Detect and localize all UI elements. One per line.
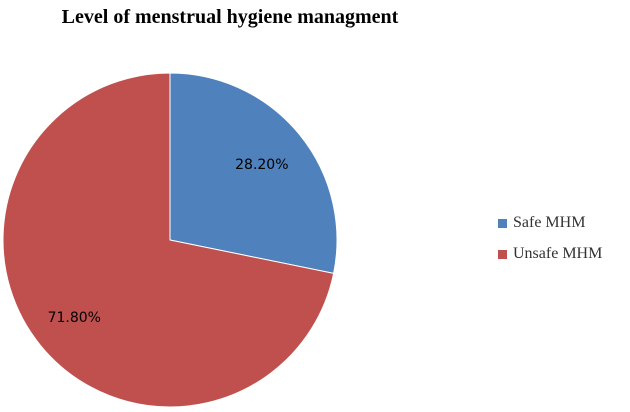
legend-item-unsafe-mhm: Unsafe MHM	[498, 244, 602, 264]
legend: Safe MHM Unsafe MHM	[498, 213, 602, 275]
legend-item-safe-mhm: Safe MHM	[498, 213, 602, 233]
legend-swatch-unsafe	[498, 249, 507, 259]
pie-slice-unsafe-mhm	[2, 72, 335, 408]
chart-title: Level of menstrual hygiene managment	[61, 6, 399, 28]
pie-slice-safe-mhm	[169, 72, 338, 274]
legend-label-safe: Safe MHM	[513, 214, 586, 231]
data-label-unsafe-mhm: 71.80%	[48, 310, 101, 326]
data-label-safe-mhm: 28.20%	[235, 157, 288, 173]
pie-chart: 28.20% 71.80%	[2, 72, 338, 408]
legend-swatch-safe	[498, 218, 507, 228]
legend-label-unsafe: Unsafe MHM	[513, 245, 603, 262]
